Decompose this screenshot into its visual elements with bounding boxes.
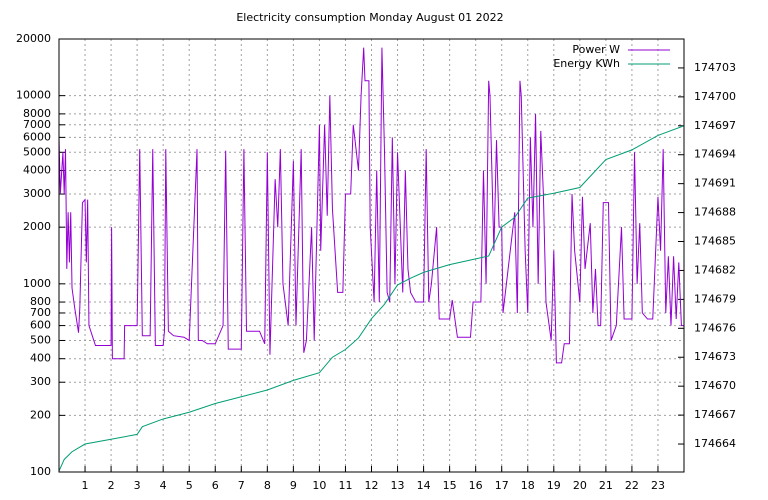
y-tick-label: 2000	[23, 220, 51, 233]
x-tick-label: 18	[521, 479, 535, 492]
x-tick-label: 3	[134, 479, 141, 492]
y-tick-label: 600	[30, 319, 51, 332]
y2-tick-label: 174667	[694, 408, 736, 421]
y-tick-label: 7000	[23, 118, 51, 131]
y2-tick-label: 174664	[694, 437, 736, 450]
y-tick-label: 10000	[16, 89, 51, 102]
y-tick-label: 6000	[23, 130, 51, 143]
x-tick-label: 21	[599, 479, 613, 492]
x-tick-label: 23	[651, 479, 665, 492]
y2-tick-label: 174691	[694, 177, 736, 190]
y-tick-label: 100	[30, 465, 51, 478]
x-tick-label: 22	[625, 479, 639, 492]
y2-tick-label: 174673	[694, 350, 736, 363]
x-tick-label: 2	[108, 479, 115, 492]
x-tick-label: 8	[264, 479, 271, 492]
plot-frame	[58, 38, 685, 473]
y-tick-label: 3000	[23, 187, 51, 200]
y2-tick-label: 174694	[694, 148, 736, 161]
y-tick-label: 800	[30, 295, 51, 308]
y-tick-label: 4000	[23, 164, 51, 177]
x-tick-label: 10	[312, 479, 326, 492]
y2-tick-label: 174700	[694, 90, 736, 103]
x-tick-label: 12	[365, 479, 379, 492]
x-tick-label: 1	[82, 479, 89, 492]
x-tick-label: 17	[495, 479, 509, 492]
x-tick-label: 13	[391, 479, 405, 492]
x-tick-label: 16	[469, 479, 483, 492]
chart-title: Electricity consumption Monday August 01…	[236, 11, 503, 24]
x-tick-label: 14	[417, 479, 431, 492]
legend-label: Power W	[572, 43, 620, 56]
series-line	[58, 47, 684, 364]
y-tick-label: 300	[30, 375, 51, 388]
y2-tick-label: 174688	[694, 206, 736, 219]
x-tick-label: 15	[443, 479, 457, 492]
x-tick-label: 4	[160, 479, 167, 492]
y2-tick-label: 174685	[694, 235, 736, 248]
y-tick-label: 400	[30, 352, 51, 365]
y-tick-label: 5000	[23, 145, 51, 158]
y-tick-label: 500	[30, 333, 51, 346]
x-tick-label: 20	[573, 479, 587, 492]
y-tick-label: 20000	[16, 32, 51, 45]
y-tick-label: 200	[30, 408, 51, 421]
x-tick-label: 7	[238, 479, 245, 492]
y2-tick-label: 174697	[694, 119, 736, 132]
y-tick-label: 700	[30, 306, 51, 319]
y2-tick-label: 174670	[694, 379, 736, 392]
y-tick-label: 8000	[23, 107, 51, 120]
series-line	[58, 125, 685, 472]
y2-tick-label: 174682	[694, 263, 736, 276]
x-tick-label: 11	[338, 479, 352, 492]
y2-tick-label: 174703	[694, 61, 736, 74]
x-tick-label: 9	[290, 479, 297, 492]
y-tick-label: 1000	[23, 277, 51, 290]
x-tick-label: 6	[212, 479, 219, 492]
y2-tick-label: 174676	[694, 321, 736, 334]
x-tick-label: 5	[186, 479, 193, 492]
y2-tick-label: 174679	[694, 292, 736, 305]
x-tick-label: 19	[547, 479, 561, 492]
legend-label: Energy KWh	[553, 57, 620, 70]
